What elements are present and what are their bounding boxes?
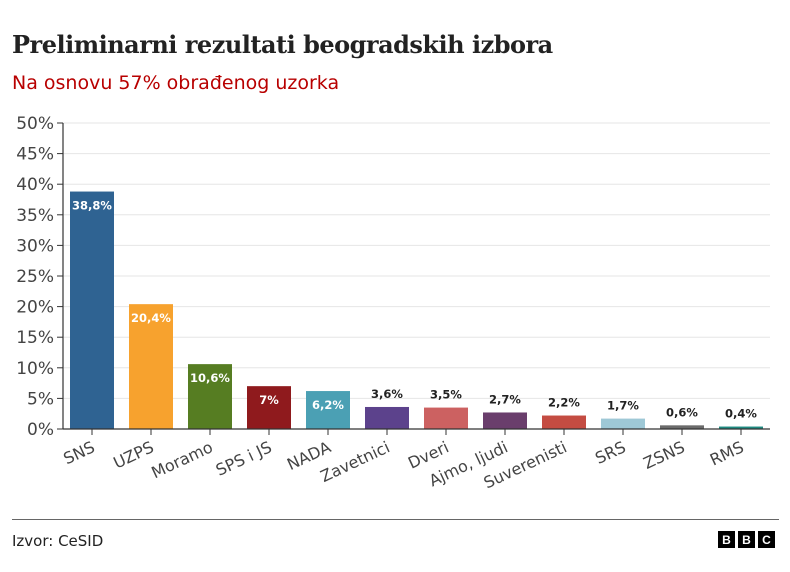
data-label: 3,6% xyxy=(371,387,403,401)
bar xyxy=(365,406,409,429)
y-tick-label: 30% xyxy=(16,236,54,256)
data-label: 10,6% xyxy=(190,371,230,385)
data-label: 2,7% xyxy=(489,392,521,406)
y-tick-label: 20% xyxy=(16,298,54,318)
x-tick-label: RMS xyxy=(707,437,747,469)
y-tick-label: 50% xyxy=(16,114,54,134)
y-tick-label: 35% xyxy=(16,206,54,226)
chart-title: Preliminarni rezultati beogradskih izbor… xyxy=(12,30,553,59)
data-label: 0,4% xyxy=(725,407,757,421)
bar xyxy=(129,304,173,429)
bar xyxy=(719,426,763,429)
x-tick-label: SPS i JS xyxy=(213,437,275,479)
chart-subtitle: Na osnovu 57% obrađenog uzorka xyxy=(12,72,340,94)
data-label: 20,4% xyxy=(131,311,171,325)
bar xyxy=(70,191,114,429)
bar xyxy=(306,391,350,429)
x-tick-label: ZSNS xyxy=(640,437,687,472)
bar xyxy=(660,425,704,429)
footer-divider xyxy=(12,519,779,520)
bar xyxy=(601,418,645,429)
bar xyxy=(247,386,291,429)
x-tick-label: Moramo xyxy=(148,437,215,482)
y-tick-label: 0% xyxy=(27,420,54,440)
bar xyxy=(483,412,527,429)
x-tick-label: SNS xyxy=(60,437,97,468)
data-label: 6,2% xyxy=(312,398,344,412)
x-tick-label: SRS xyxy=(592,437,629,468)
source-note: Izvor: CeSID xyxy=(12,532,104,550)
bar xyxy=(542,415,586,429)
y-tick-label: 15% xyxy=(16,328,54,348)
y-tick-label: 40% xyxy=(16,175,54,195)
data-label: 7% xyxy=(259,393,279,407)
y-tick-label: 25% xyxy=(16,267,54,287)
data-label: 0,6% xyxy=(666,405,698,419)
bar-chart: 0% 5% 10% 15% 20% 25% 30% 35% 40% 45% 50% 38,8% SNS 2… xyxy=(16,114,770,492)
y-tick-label: 10% xyxy=(16,359,54,379)
data-label: 3,5% xyxy=(430,388,462,402)
data-label: 38,8% xyxy=(72,199,112,213)
data-label: 1,7% xyxy=(607,399,639,413)
data-label: 2,2% xyxy=(548,396,580,410)
bar xyxy=(424,407,468,429)
bar xyxy=(188,364,232,429)
y-tick-label: 5% xyxy=(27,389,54,409)
y-tick-label: 45% xyxy=(16,145,54,165)
